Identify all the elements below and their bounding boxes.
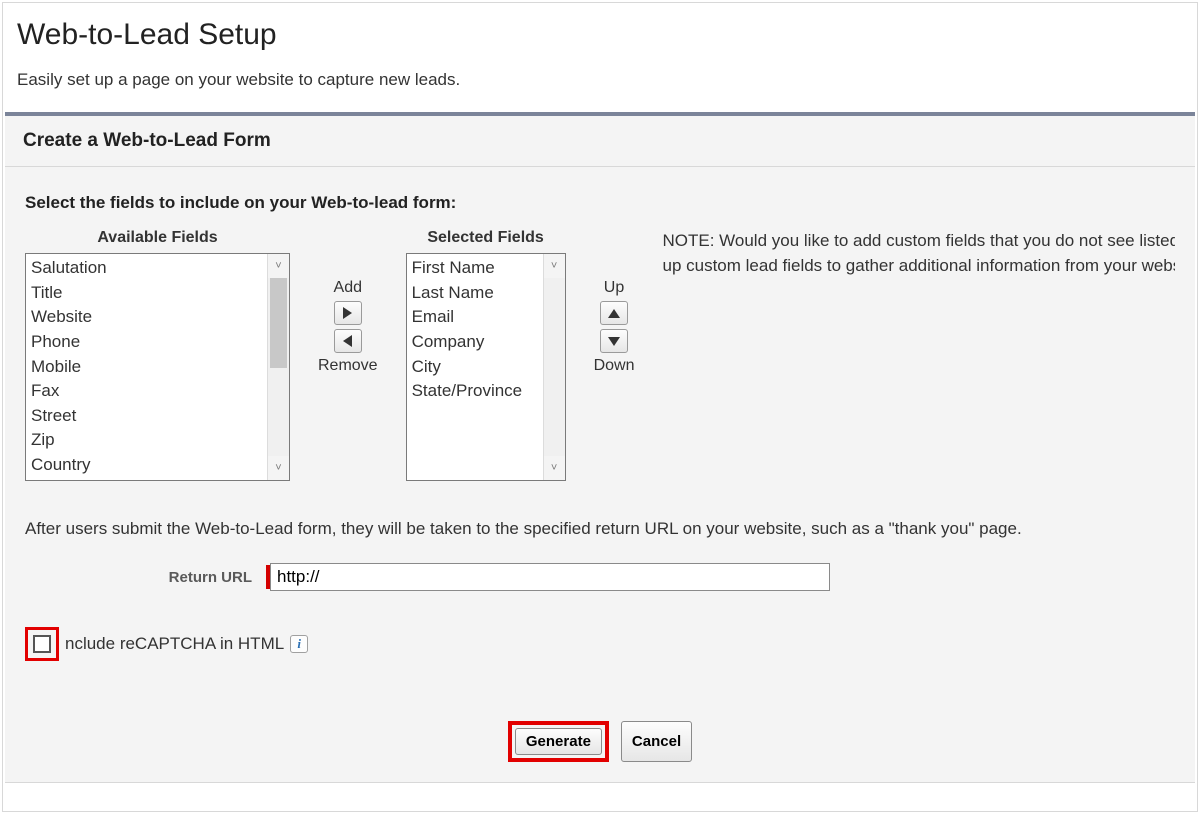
field-picker: Available Fields SalutationTitleWebsiteP… — [25, 229, 1175, 481]
add-remove-controls: Add Remove — [318, 229, 378, 377]
selected-fields-column: Selected Fields First NameLast NameEmail… — [406, 229, 566, 481]
chevron-up-icon[interactable]: ˅ — [268, 254, 289, 278]
recaptcha-row: nclude reCAPTCHA in HTML i — [25, 627, 1175, 661]
required-indicator — [266, 565, 270, 589]
list-item[interactable]: Mobile — [28, 355, 265, 380]
select-fields-instruction: Select the fields to include on your Web… — [25, 193, 1175, 213]
return-url-row: Return URL — [25, 563, 1175, 591]
list-item[interactable]: State/Province — [409, 379, 541, 404]
note-line-1: NOTE: Would you like to add custom field… — [662, 231, 1175, 250]
arrow-down-icon — [608, 337, 620, 346]
note-text: NOTE: Would you like to add custom field… — [662, 229, 1175, 278]
return-url-wrap — [270, 563, 830, 591]
note-line-2: up custom lead fields to gather addition… — [662, 256, 1175, 275]
after-submit-text: After users submit the Web-to-Lead form,… — [25, 519, 1175, 539]
remove-button[interactable] — [334, 329, 362, 353]
chevron-down-icon[interactable]: ˅ — [544, 456, 565, 480]
list-item[interactable]: Zip — [28, 428, 265, 453]
available-fields-column: Available Fields SalutationTitleWebsiteP… — [25, 229, 290, 481]
page-title: Web-to-Lead Setup — [17, 18, 1197, 52]
available-scrollbar[interactable]: ˅ ˅ — [267, 254, 289, 480]
chevron-down-icon[interactable]: ˅ — [268, 456, 289, 480]
list-item[interactable]: Salutation — [28, 256, 265, 281]
up-button[interactable] — [600, 301, 628, 325]
recaptcha-label: nclude reCAPTCHA in HTML — [65, 634, 284, 654]
list-item[interactable]: Street — [28, 404, 265, 429]
list-item[interactable]: First Name — [409, 256, 541, 281]
up-down-controls: Up Down — [594, 229, 635, 377]
form-panel: Create a Web-to-Lead Form Select the fie… — [5, 112, 1195, 783]
available-fields-title: Available Fields — [25, 229, 290, 247]
return-url-input[interactable] — [270, 563, 830, 591]
arrow-left-icon — [343, 335, 352, 347]
page-frame: Web-to-Lead Setup Easily set up a page o… — [2, 2, 1198, 812]
list-item[interactable]: Title — [28, 281, 265, 306]
add-button[interactable] — [334, 301, 362, 325]
recaptcha-checkbox[interactable] — [33, 635, 51, 653]
add-label: Add — [334, 279, 362, 297]
list-item[interactable]: Country — [28, 453, 265, 478]
list-item[interactable]: Fax — [28, 379, 265, 404]
selected-fields-title: Selected Fields — [406, 229, 566, 247]
list-item[interactable]: Company — [409, 330, 541, 355]
chevron-up-icon[interactable]: ˅ — [544, 254, 565, 278]
button-row: Generate Cancel — [25, 721, 1175, 762]
down-button[interactable] — [600, 329, 628, 353]
list-item[interactable]: Last Name — [409, 281, 541, 306]
arrow-up-icon — [608, 309, 620, 318]
list-item[interactable]: Phone — [28, 330, 265, 355]
generate-button[interactable]: Generate — [515, 728, 602, 755]
cancel-button[interactable]: Cancel — [621, 721, 692, 762]
recaptcha-checkbox-highlight — [25, 627, 59, 661]
available-fields-listbox[interactable]: SalutationTitleWebsitePhoneMobileFaxStre… — [25, 253, 290, 481]
up-label: Up — [604, 279, 624, 297]
page-description: Easily set up a page on your website to … — [17, 70, 1197, 90]
selected-fields-listbox[interactable]: First NameLast NameEmailCompanyCityState… — [406, 253, 566, 481]
list-item[interactable]: Website — [28, 305, 265, 330]
remove-label: Remove — [318, 357, 378, 375]
list-item[interactable]: City — [409, 355, 541, 380]
scroll-thumb[interactable] — [270, 278, 287, 368]
generate-button-highlight: Generate — [508, 721, 609, 762]
panel-body: Select the fields to include on your Web… — [5, 167, 1195, 782]
return-url-label: Return URL — [25, 569, 270, 586]
arrow-right-icon — [343, 307, 352, 319]
selected-scrollbar[interactable]: ˅ ˅ — [543, 254, 565, 480]
list-item[interactable]: Email — [409, 305, 541, 330]
info-icon[interactable]: i — [290, 635, 308, 653]
down-label: Down — [594, 357, 635, 375]
panel-header: Create a Web-to-Lead Form — [5, 116, 1195, 167]
